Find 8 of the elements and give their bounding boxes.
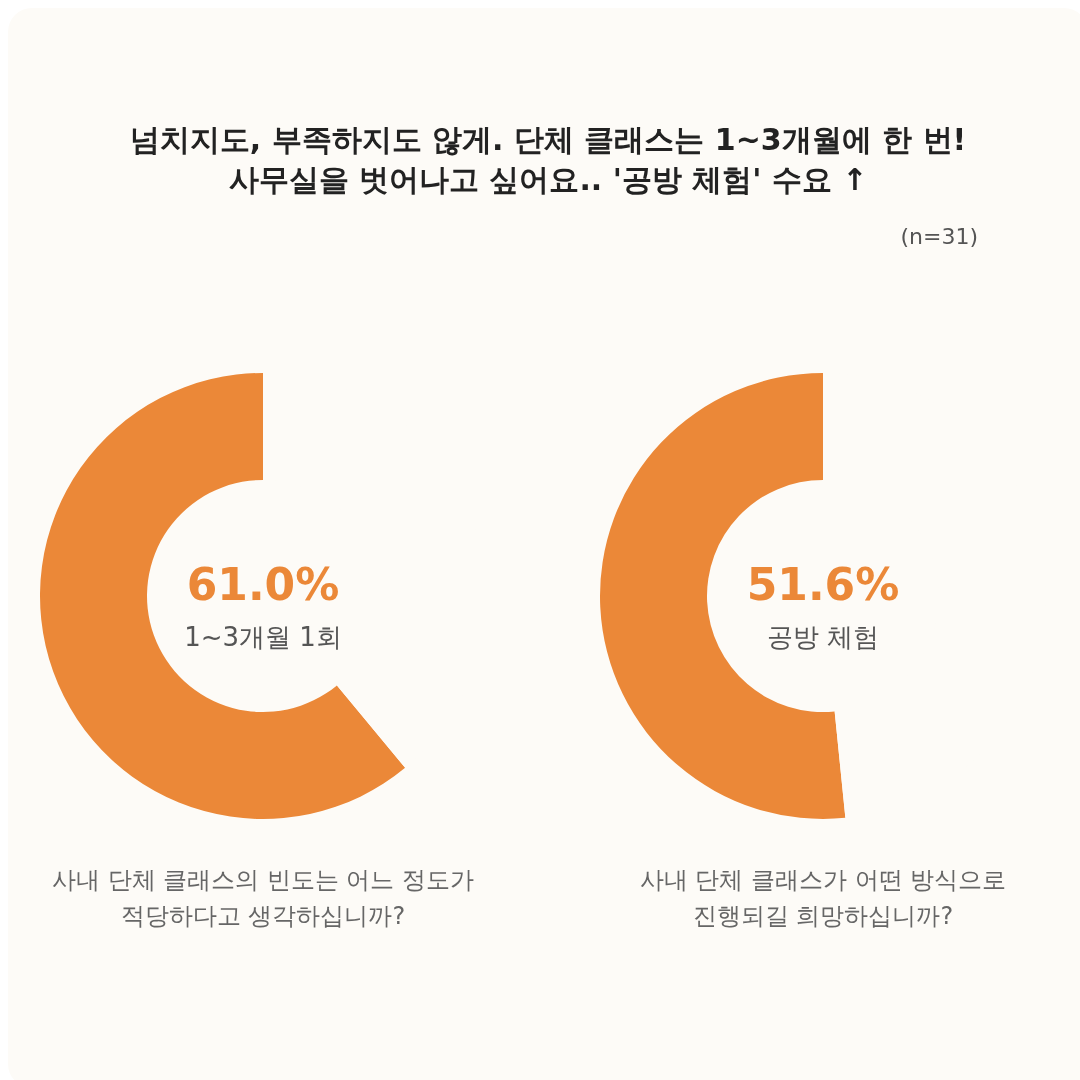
text: 사내 단체 클래스가 어떤 방식으로 진행되길 희망하십니까? xyxy=(639,866,1007,930)
slice-label: 1~3개월 1회 xyxy=(184,622,342,652)
slice-label: 공방 체험 xyxy=(766,622,880,652)
chart-subtitle: (n=31) xyxy=(900,224,978,249)
text: 넘치지도, 부족하지도 않게. 단체 클래스는 1~3개월에 한 번! 사무실을 벗어나고 싶어요.. '공방 체험' 수요 ↑ xyxy=(129,122,967,197)
text: 사내 단체 클래스의 빈도는 어느 정도가 적당하다고 생각하십니까? xyxy=(51,866,475,930)
data-label: 61.0% xyxy=(186,559,340,610)
data-label: 51.6% xyxy=(746,559,900,610)
